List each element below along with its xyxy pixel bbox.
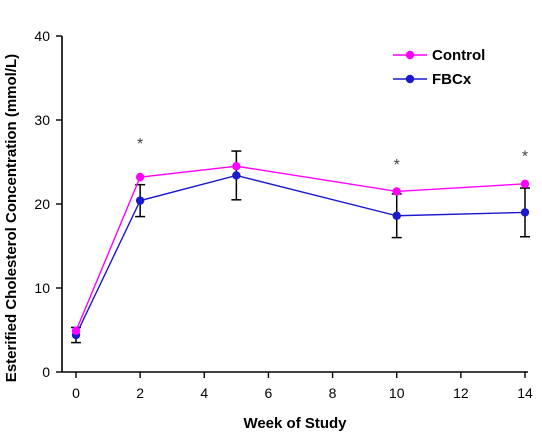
- data-point: [520, 208, 530, 217]
- x-tick-label: 6: [265, 385, 273, 401]
- data-point: [135, 196, 145, 205]
- legend-marker: [405, 74, 415, 84]
- legend-label: FBCx: [432, 71, 472, 88]
- y-axis-title: Esterified Cholesterol Concentration (mm…: [3, 54, 20, 382]
- data-point: [232, 171, 241, 180]
- x-tick-label: 10: [389, 385, 405, 401]
- y-tick-label: 30: [34, 112, 50, 128]
- data-point: [392, 211, 401, 220]
- x-axis-title: Week of Study: [243, 415, 347, 432]
- x-tick-label: 12: [453, 385, 469, 401]
- data-point: [232, 162, 241, 171]
- significance-marker: *: [522, 149, 528, 166]
- plot-area: * * *: [71, 136, 530, 344]
- y-tick-label: 0: [42, 364, 50, 380]
- data-point: [392, 187, 401, 196]
- x-tick-label: 8: [329, 385, 337, 401]
- data-point: [135, 172, 145, 182]
- significance-marker: *: [394, 157, 400, 174]
- y-ticks: 0 10 20 30 40: [34, 28, 62, 380]
- data-point: [71, 326, 81, 336]
- legend-label: Control: [432, 47, 485, 64]
- legend-marker: [405, 50, 415, 60]
- x-ticks: 0 2 4 6 8 10 12 14: [72, 372, 533, 401]
- x-tick-label: 0: [72, 385, 80, 401]
- y-tick-label: 20: [34, 196, 50, 212]
- significance-marker: *: [137, 136, 143, 153]
- data-point: [520, 179, 530, 189]
- x-tick-label: 4: [200, 385, 208, 401]
- x-tick-label: 2: [136, 385, 144, 401]
- legend: Control FBCx: [393, 47, 485, 88]
- y-tick-label: 10: [34, 280, 50, 296]
- y-tick-label: 40: [34, 28, 50, 44]
- x-tick-label: 14: [517, 385, 533, 401]
